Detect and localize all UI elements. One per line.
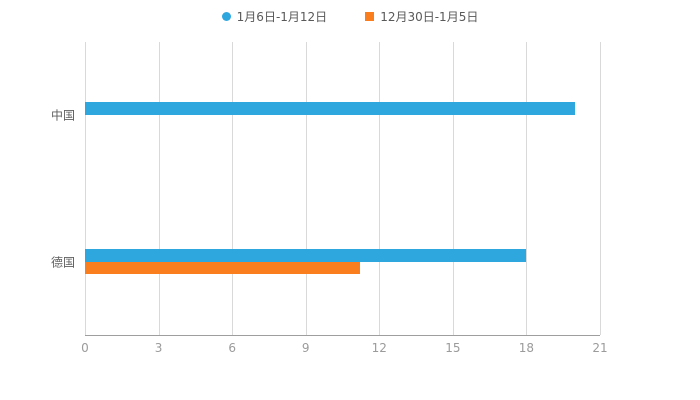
- x-tick-label: 15: [445, 341, 461, 355]
- y-category-label: 德国: [50, 255, 75, 270]
- gridline: [85, 42, 86, 335]
- legend: 1月6日-1月12日 12月30日-1月5日: [0, 8, 700, 25]
- gridline: [232, 42, 234, 335]
- bar-德国-series-0: [85, 248, 527, 262]
- y-category-label: 中国: [50, 108, 75, 123]
- gridline: [305, 42, 307, 335]
- legend-label-series-0: 1月6日-1月12日: [236, 10, 328, 24]
- legend-item-series-1[interactable]: 12月30日-1月5日: [365, 8, 478, 25]
- legend-item-series-0[interactable]: 1月6日-1月12日: [221, 8, 328, 25]
- gridline: [158, 42, 160, 335]
- bar-中国-series-0: [85, 102, 576, 116]
- gridline: [379, 42, 381, 335]
- x-tick-label: 0: [81, 341, 89, 355]
- x-tick-label: 9: [301, 341, 310, 355]
- gridline: [526, 42, 528, 335]
- x-tick-label: 12: [371, 341, 387, 355]
- gridline: [452, 42, 454, 335]
- x-tick-label: 6: [228, 341, 236, 355]
- plot-area: 0 3 6 9 12 15 18 21 中国德国: [51, 42, 608, 355]
- bar-德国-series-1: [85, 261, 360, 274]
- x-tick-label: 18: [518, 341, 535, 355]
- legend-label-series-1: 12月30日-1月5日: [380, 10, 479, 24]
- x-tick-label: 21: [592, 341, 608, 355]
- legend-marker-square-icon: [365, 12, 375, 21]
- legend-marker-circle-icon: [221, 12, 231, 21]
- gridline: [600, 42, 601, 335]
- x-tick-label: 3: [154, 341, 163, 355]
